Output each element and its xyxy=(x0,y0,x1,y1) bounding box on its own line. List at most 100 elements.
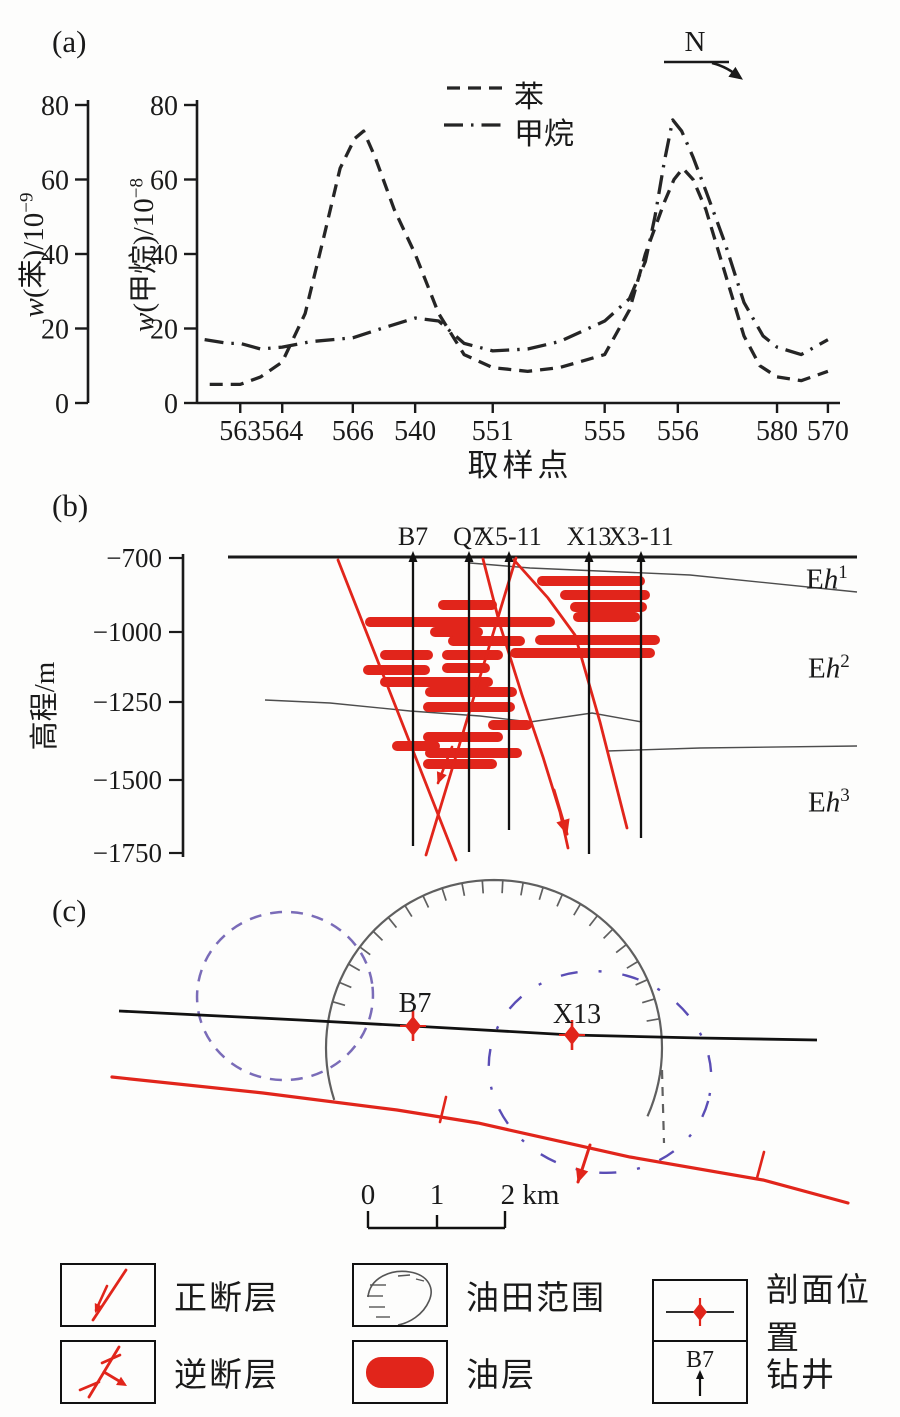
hachure-tick xyxy=(615,943,627,954)
hachure-tick xyxy=(641,998,655,1004)
oil-layer-bar xyxy=(442,650,503,660)
legend-item-label: 正断层 xyxy=(174,1281,279,1317)
legend-item-oilfield-extent: 油田范围 xyxy=(352,1263,606,1327)
well-name-label: X13 xyxy=(567,522,612,551)
well-marker xyxy=(564,1025,580,1045)
panel-a-axes: 0 0 20 20 40 40 60 60 80 80 563 564 566 540 551 555 556 5… xyxy=(41,91,849,447)
series-甲烷 xyxy=(204,118,829,357)
panel-b-tag: (b) xyxy=(52,488,89,523)
stratum-label-eh2: Eh2 xyxy=(808,651,850,685)
normal-fault-icon xyxy=(60,1263,156,1327)
x-tick-label: 564 xyxy=(261,416,303,447)
hachure-tick xyxy=(461,882,466,897)
y-tick-label-right: 40 xyxy=(150,240,178,271)
oil-layer-bar xyxy=(510,648,655,658)
oil-layer-bar xyxy=(380,650,433,660)
y-tick-label-left: 80 xyxy=(41,91,69,122)
depth-tick-label: −1750 xyxy=(93,838,162,868)
methane-axis-title: w(甲烷)/10−8 xyxy=(126,178,160,332)
hachure-tick xyxy=(556,894,564,907)
oil-layer-bar xyxy=(425,748,522,758)
hachure-tick xyxy=(603,928,614,939)
y-tick-label-right: 60 xyxy=(150,166,178,197)
svg-text:B7: B7 xyxy=(686,1347,714,1373)
hachure-tick xyxy=(404,905,413,918)
panel-c-tag: (c) xyxy=(52,893,87,928)
well-icon: B7 xyxy=(652,1340,748,1404)
legend-label-methane: 甲烷 xyxy=(514,118,574,151)
oilfield-violet-outline xyxy=(487,969,713,1175)
well-name-label: B7 xyxy=(398,522,428,551)
oil-layer-bar xyxy=(448,636,525,646)
series-苯 xyxy=(209,129,829,387)
benzene-axis-title: w(苯)/10−9 xyxy=(16,192,50,318)
oilfield-purple-outline xyxy=(195,910,375,1082)
scale-label: 1 xyxy=(430,1179,445,1211)
oil-layer-bar xyxy=(430,627,483,637)
depth-tick-label: −1250 xyxy=(93,687,162,717)
map-label-b7: B7 xyxy=(398,988,432,1019)
hachure-tick xyxy=(573,903,582,916)
oil-layer-bar xyxy=(560,590,650,600)
y-tick-label-right: 20 xyxy=(150,315,178,346)
panel-a-tag: (a) xyxy=(52,24,87,59)
x-tick-label: 580 xyxy=(756,416,798,447)
depth-tick-label: −700 xyxy=(106,543,162,573)
scale-label: 0 xyxy=(361,1179,376,1211)
stratum-label-eh1: Eh1 xyxy=(806,562,848,596)
well-name-label: X5-11 xyxy=(476,522,541,551)
oil-layer-bar xyxy=(535,635,660,645)
y-tick-label-left: 60 xyxy=(41,166,69,197)
legend-item-oil-layer: 油层 xyxy=(352,1340,536,1404)
hachure-tick xyxy=(372,930,384,941)
legend-item-label: 钻井 xyxy=(766,1358,836,1394)
oil-layer-bar xyxy=(537,576,645,586)
section-location-icon xyxy=(652,1279,748,1343)
legend-item-label: 剖面位置 xyxy=(766,1273,871,1357)
map-red-fault xyxy=(110,1075,850,1205)
hachure-tick xyxy=(387,916,398,929)
hachure-tick xyxy=(422,895,430,908)
hachure-tick xyxy=(359,946,371,956)
legend-item-well: B7 钻井 xyxy=(652,1340,836,1404)
elevation-axis: −700 −1000 −1250 −1500 −1750 xyxy=(93,543,185,868)
hachure-tick xyxy=(626,960,639,969)
chart-legend-samples xyxy=(444,86,508,127)
x-tick-label: 556 xyxy=(657,416,699,447)
hachure-tick xyxy=(520,882,525,896)
well-marker xyxy=(405,1016,421,1036)
faults xyxy=(336,556,629,862)
y-tick-label-right: 80 xyxy=(150,91,178,122)
y-tick-label-left: 0 xyxy=(55,389,69,420)
oil-layer-bar xyxy=(573,612,640,622)
hachure-tick xyxy=(538,887,544,901)
elevation-axis-title: 高程/m xyxy=(29,661,61,751)
scale-label: 2 km xyxy=(501,1179,560,1211)
legend-item-label: 油层 xyxy=(466,1358,536,1394)
section-location-line xyxy=(118,1009,818,1042)
x-tick-label: 551 xyxy=(472,416,514,447)
oil-layer-bar xyxy=(380,677,493,687)
hachure-tick xyxy=(635,978,648,986)
legend-item-label: 油田范围 xyxy=(466,1281,606,1317)
legend-item-label: 逆断层 xyxy=(174,1358,279,1394)
stratum-label-eh3: Eh3 xyxy=(808,785,850,819)
hachure-tick xyxy=(481,880,485,894)
hachure-tick xyxy=(339,981,352,989)
legend-item-normal-fault: 正断层 xyxy=(60,1263,279,1327)
x-axis-title: 取样点 xyxy=(467,448,573,483)
oil-layer-bar xyxy=(442,663,490,673)
y-tick-label-left: 40 xyxy=(41,240,69,271)
y-tick-label-left: 20 xyxy=(41,315,69,346)
hachure-tick xyxy=(332,1000,346,1007)
x-tick-label: 570 xyxy=(807,416,849,447)
depth-tick-label: −1000 xyxy=(93,617,162,647)
oil-layer-icon xyxy=(352,1340,448,1404)
oil-layer-bar xyxy=(425,687,517,697)
y-tick-label-right: 0 xyxy=(164,389,178,420)
oilfield-boundary xyxy=(324,878,666,1144)
horizon-lines xyxy=(264,562,858,752)
well-markers xyxy=(400,1011,585,1050)
